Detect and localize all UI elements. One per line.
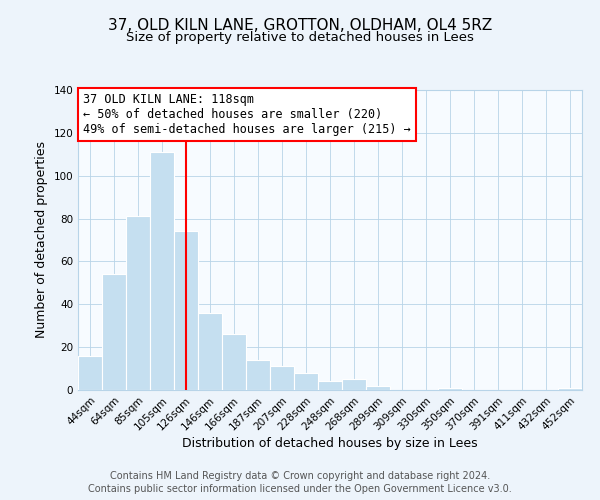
Bar xyxy=(246,360,270,390)
Y-axis label: Number of detached properties: Number of detached properties xyxy=(35,142,48,338)
Bar xyxy=(174,232,198,390)
Bar xyxy=(150,152,174,390)
Bar xyxy=(342,380,366,390)
Bar xyxy=(198,313,222,390)
Text: Contains HM Land Registry data © Crown copyright and database right 2024.: Contains HM Land Registry data © Crown c… xyxy=(110,471,490,481)
Bar xyxy=(318,382,342,390)
Bar xyxy=(222,334,246,390)
Text: 37 OLD KILN LANE: 118sqm
← 50% of detached houses are smaller (220)
49% of semi-: 37 OLD KILN LANE: 118sqm ← 50% of detach… xyxy=(83,93,411,136)
Text: Contains public sector information licensed under the Open Government Licence v3: Contains public sector information licen… xyxy=(88,484,512,494)
Bar xyxy=(270,366,294,390)
Text: Size of property relative to detached houses in Lees: Size of property relative to detached ho… xyxy=(126,32,474,44)
Bar xyxy=(438,388,462,390)
Text: 37, OLD KILN LANE, GROTTON, OLDHAM, OL4 5RZ: 37, OLD KILN LANE, GROTTON, OLDHAM, OL4 … xyxy=(108,18,492,32)
Bar xyxy=(558,388,582,390)
Bar xyxy=(294,373,318,390)
Bar xyxy=(366,386,390,390)
Bar xyxy=(102,274,126,390)
Bar xyxy=(126,216,150,390)
X-axis label: Distribution of detached houses by size in Lees: Distribution of detached houses by size … xyxy=(182,438,478,450)
Bar xyxy=(78,356,102,390)
